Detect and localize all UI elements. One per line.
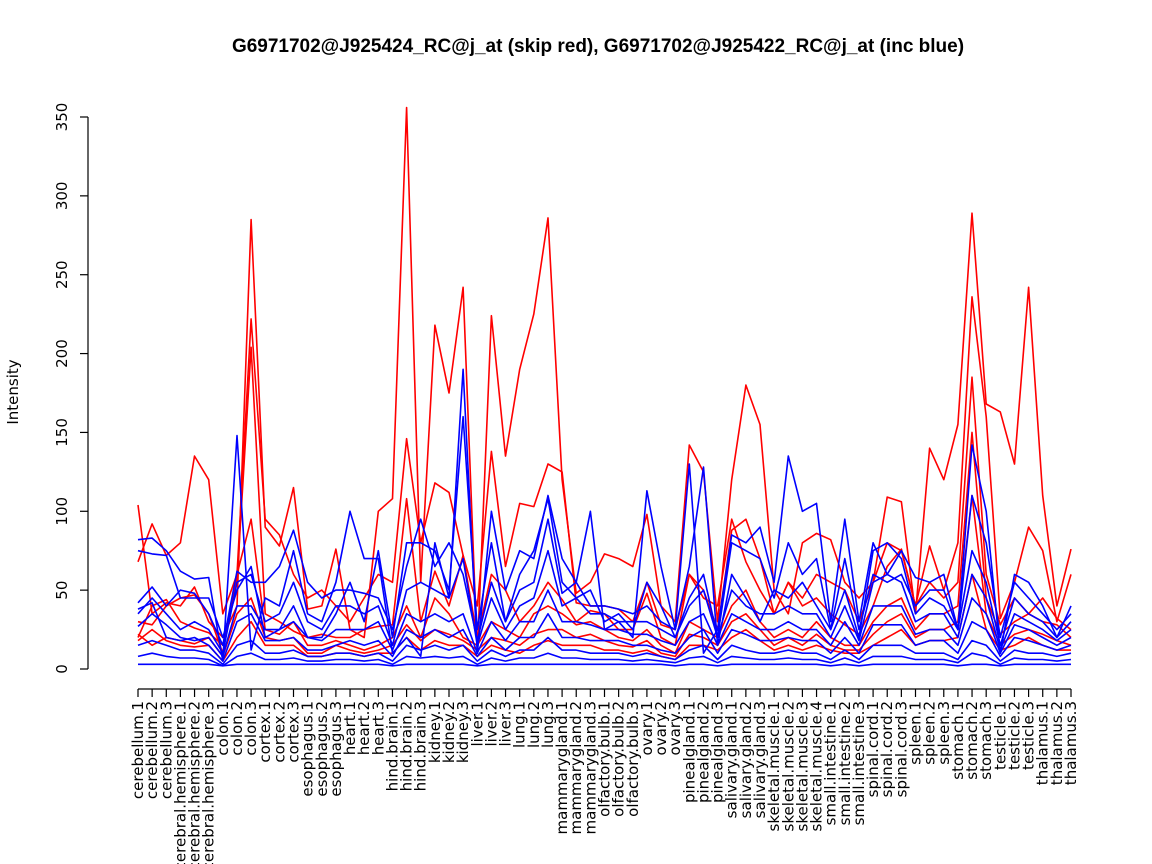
x-tick-label: spleen.3 xyxy=(935,701,953,765)
y-tick-label: 100 xyxy=(53,497,71,526)
x-tick-label: cerebellum.2 xyxy=(143,701,161,799)
x-tick-label: salivary.gland.1 xyxy=(723,701,741,818)
x-tick-label: esophagus.1 xyxy=(299,701,317,797)
skip-series-line-1 xyxy=(137,106,1072,655)
x-tick-label: liver.1 xyxy=(468,701,486,747)
x-tick-label: olfactory.bulb.1 xyxy=(596,701,614,817)
skip-series-line-6 xyxy=(137,573,1071,662)
x-tick-label: skeletal.muscle.2 xyxy=(779,701,797,832)
x-tick-label: ovary.1 xyxy=(638,701,656,755)
x-tick-label: salivary.gland.3 xyxy=(751,701,769,818)
x-tick-label: lung.3 xyxy=(539,701,557,748)
y-tick-label: 200 xyxy=(53,339,71,368)
chart-title: G6971702@J925424_RC@j_at (skip red), G69… xyxy=(232,36,964,57)
x-tick-label: lung.1 xyxy=(511,701,529,748)
x-tick-label: thalamus.2 xyxy=(1048,701,1066,785)
x-tick-label: skeletal.muscle.4 xyxy=(808,701,826,832)
x-tick-label: mammarygland.1 xyxy=(553,701,571,834)
x-tick-label: liver.2 xyxy=(482,701,500,747)
x-tick-label: spleen.2 xyxy=(921,701,939,765)
y-tick-label: 300 xyxy=(53,182,71,211)
x-tick-label: stomach.3 xyxy=(977,701,995,780)
x-tick-label: pinealgland.2 xyxy=(694,701,712,803)
skip-series-line-5 xyxy=(137,494,1072,658)
x-tick-label: cerebral.hemisphere.1 xyxy=(171,701,189,864)
x-tick-label: olfactory.bulb.2 xyxy=(610,701,628,817)
x-tick-label: cortex.2 xyxy=(270,701,288,763)
x-tick-label: spinal.cord.3 xyxy=(892,701,910,797)
x-tick-label: cerebral.hemisphere.3 xyxy=(200,701,218,864)
y-tick-label: 0 xyxy=(53,664,71,674)
x-tick-label: thalamus.1 xyxy=(1034,701,1052,785)
inc-series-line-12 xyxy=(137,601,1072,662)
x-tick-label: small.intestine.1 xyxy=(822,701,840,825)
x-tick-label: cortex.3 xyxy=(285,701,303,763)
x-tick-label: hind.brain.1 xyxy=(383,701,401,791)
inc-series-line-15 xyxy=(138,663,1071,667)
x-tick-label: esophagus.2 xyxy=(313,701,331,797)
skip-series-line-3 xyxy=(137,346,1072,647)
x-tick-label: spinal.cord.2 xyxy=(878,701,896,797)
x-tick-label: liver.3 xyxy=(497,701,515,747)
x-tick-label: heart.3 xyxy=(369,701,387,755)
inc-series-line-8 xyxy=(137,415,1072,639)
x-tick-label: hind.brain.2 xyxy=(398,701,416,791)
x-tick-label: small.intestine.2 xyxy=(836,701,854,825)
x-tick-label: spinal.cord.1 xyxy=(864,701,882,797)
x-tick-label: kidney.3 xyxy=(454,701,472,763)
x-tick-label: skeletal.muscle.1 xyxy=(765,701,783,832)
x-tick-label: cerebral.hemisphere.2 xyxy=(186,701,204,864)
x-tick-label: stomach.1 xyxy=(949,701,967,780)
x-tick-label: colon.2 xyxy=(228,701,246,756)
inc-series-line-11 xyxy=(137,589,1072,658)
skip-series-line-2 xyxy=(137,295,1072,631)
x-tick-label: skeletal.muscle.3 xyxy=(793,701,811,832)
series-lines xyxy=(137,106,1072,667)
x-tick-label: cerebellum.3 xyxy=(157,701,175,799)
x-tick-label: pinealgland.3 xyxy=(709,701,727,803)
x-tick-label: colon.1 xyxy=(214,701,232,756)
x-tick-label: lung.2 xyxy=(525,701,543,748)
x-tick-label: mammarygland.3 xyxy=(581,701,599,834)
inc-series-line-9 xyxy=(137,466,1072,647)
y-tick-label: 150 xyxy=(53,418,71,447)
x-tick-label: colon.3 xyxy=(242,701,260,756)
x-tick-label: cortex.1 xyxy=(256,701,274,763)
x-tick-label: spleen.1 xyxy=(907,701,925,765)
x-tick-label: ovary.3 xyxy=(666,701,684,755)
x-tick-label: salivary.gland.2 xyxy=(737,701,755,818)
y-axis: 0 50 100 150 200 250 300 350 xyxy=(53,103,89,674)
x-tick-label: cerebellum.1 xyxy=(129,701,147,799)
y-axis-label: Intensity xyxy=(4,359,22,424)
x-tick-label: pinealgland.1 xyxy=(680,701,698,803)
x-tick-label: mammarygland.2 xyxy=(567,701,585,834)
x-tick-label: esophagus.3 xyxy=(327,701,345,797)
x-tick-label: kidney.1 xyxy=(426,701,444,763)
inc-series-line-13 xyxy=(137,636,1072,666)
y-tick-label: 250 xyxy=(53,260,71,289)
x-tick-label: hind.brain.3 xyxy=(412,701,430,791)
x-axis: cerebellum.1cerebellum.2cerebellum.3cere… xyxy=(129,688,1080,864)
inc-series-line-14 xyxy=(137,652,1072,667)
x-tick-label: heart.1 xyxy=(341,701,359,755)
x-tick-label: testicle.3 xyxy=(1020,701,1038,770)
x-tick-label: heart.2 xyxy=(355,701,373,755)
inc-series-line-7 xyxy=(137,368,1072,662)
y-tick-label: 50 xyxy=(53,581,71,600)
inc-series-line-10 xyxy=(137,549,1072,655)
x-tick-label: kidney.2 xyxy=(440,701,458,763)
x-tick-label: olfactory.bulb.3 xyxy=(624,701,642,817)
x-tick-label: small.intestine.3 xyxy=(850,701,868,825)
x-tick-label: ovary.2 xyxy=(652,701,670,755)
x-tick-label: thalamus.3 xyxy=(1062,701,1080,785)
x-tick-label: stomach.2 xyxy=(963,701,981,780)
y-tick-label: 350 xyxy=(53,103,71,132)
x-tick-label: testicle.1 xyxy=(991,701,1009,770)
x-tick-label: testicle.2 xyxy=(1005,701,1023,770)
